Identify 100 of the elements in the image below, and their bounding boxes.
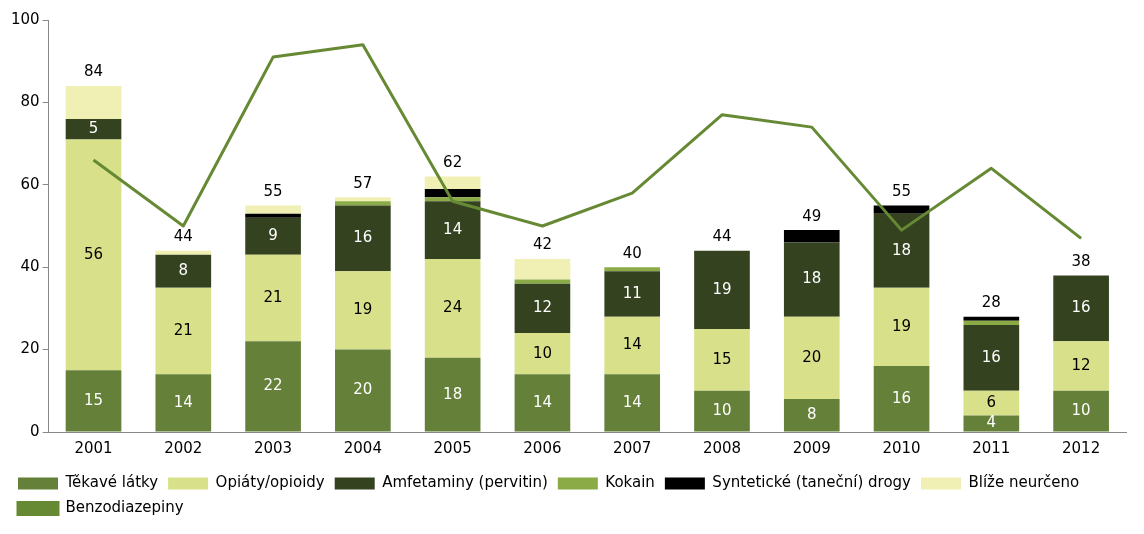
y-tick-label: 80 xyxy=(20,92,40,111)
bar xyxy=(65,370,122,432)
bar xyxy=(873,213,930,288)
legend-label: Těkavé látky xyxy=(64,473,159,492)
bar xyxy=(514,333,571,375)
bar xyxy=(514,279,571,284)
x-tick-label: 2010 xyxy=(882,438,921,457)
data-label: 21 xyxy=(263,287,283,306)
bar xyxy=(1053,275,1109,342)
bar xyxy=(65,85,122,119)
data-label: 11 xyxy=(622,283,642,302)
bar xyxy=(604,316,661,375)
bar xyxy=(783,230,840,243)
bar xyxy=(424,201,481,259)
x-tick-label: 2001 xyxy=(74,438,113,457)
data-label: 20 xyxy=(802,347,822,366)
bar xyxy=(245,341,301,432)
data-label: 20 xyxy=(353,380,373,399)
x-tick-label: 2011 xyxy=(972,438,1011,457)
data-label: 16 xyxy=(892,388,912,407)
bar xyxy=(155,254,212,288)
bar xyxy=(335,201,391,206)
bar xyxy=(963,320,1020,325)
total-label: 62 xyxy=(443,152,463,171)
data-label: 12 xyxy=(1071,355,1091,374)
data-label: 24 xyxy=(443,298,463,317)
bar xyxy=(514,283,571,334)
bar xyxy=(963,390,1020,416)
x-tick-label: 2008 xyxy=(702,438,742,457)
data-label: 16 xyxy=(353,228,373,247)
total-label: 55 xyxy=(263,181,283,200)
total-label: 42 xyxy=(532,235,552,254)
y-tick-label: 60 xyxy=(20,174,40,193)
data-label: 19 xyxy=(353,300,373,319)
bar xyxy=(424,258,481,358)
bar xyxy=(155,374,212,432)
bar xyxy=(245,213,301,218)
x-tick-label: 2002 xyxy=(164,438,203,457)
data-label: 15 xyxy=(712,349,732,368)
bar xyxy=(604,267,661,272)
y-tick-label: 20 xyxy=(20,339,40,358)
data-label: 19 xyxy=(892,316,912,335)
bar xyxy=(783,242,840,317)
legend-label: Opiáty/opioidy xyxy=(215,473,325,492)
bar xyxy=(1053,390,1109,432)
bar xyxy=(245,205,301,214)
y-tick-label: 0 xyxy=(30,421,40,440)
bar xyxy=(963,415,1020,432)
bar xyxy=(335,197,391,202)
total-label: 49 xyxy=(802,206,822,225)
bar xyxy=(873,287,930,367)
data-label: 6 xyxy=(986,393,997,412)
x-tick-label: 2006 xyxy=(523,438,562,457)
data-label: 4 xyxy=(986,413,997,432)
bar xyxy=(335,205,391,272)
data-label: 14 xyxy=(532,392,552,411)
bar xyxy=(424,188,481,198)
bar xyxy=(694,329,750,391)
bar xyxy=(65,139,122,371)
data-label: 10 xyxy=(1071,401,1091,420)
data-label: 9 xyxy=(268,226,278,245)
data-label: 8 xyxy=(178,261,189,280)
bar xyxy=(783,399,840,432)
x-tick-label: 2003 xyxy=(253,438,293,457)
total-label: 55 xyxy=(892,181,912,200)
total-label: 44 xyxy=(173,227,193,246)
bar xyxy=(514,374,571,432)
data-label: 10 xyxy=(532,343,552,362)
bar xyxy=(604,374,661,432)
data-label: 16 xyxy=(981,347,1001,366)
data-label: 56 xyxy=(83,244,104,263)
bar xyxy=(335,349,391,432)
x-tick-label: 2004 xyxy=(343,438,382,457)
legend-label: Syntetické (taneční) drogy xyxy=(712,473,912,492)
bar xyxy=(424,357,481,432)
total-label: 40 xyxy=(622,243,642,262)
x-tick-label: 2007 xyxy=(613,438,652,457)
bar xyxy=(155,250,212,255)
total-label: 28 xyxy=(981,293,1001,312)
bar xyxy=(963,316,1020,321)
bar xyxy=(1053,341,1109,391)
data-label: 14 xyxy=(173,392,193,411)
y-tick-label: 40 xyxy=(20,257,40,276)
bar xyxy=(424,197,481,202)
data-label: 12 xyxy=(532,298,552,317)
bar xyxy=(155,287,212,375)
bar xyxy=(873,366,930,432)
data-label: 16 xyxy=(1071,298,1091,317)
data-label: 15 xyxy=(83,390,104,409)
data-label: 14 xyxy=(443,220,463,239)
bar xyxy=(335,271,391,350)
x-tick-label: 2009 xyxy=(792,438,831,457)
data-label: 18 xyxy=(802,269,822,288)
bar xyxy=(963,324,1020,391)
data-label: 14 xyxy=(622,335,642,354)
data-label: 21 xyxy=(173,320,193,339)
legend-label: Kokain xyxy=(605,473,655,492)
legend-label: Amfetaminy (pervitin) xyxy=(382,473,548,492)
data-label: 19 xyxy=(712,279,732,298)
bar xyxy=(65,118,122,140)
